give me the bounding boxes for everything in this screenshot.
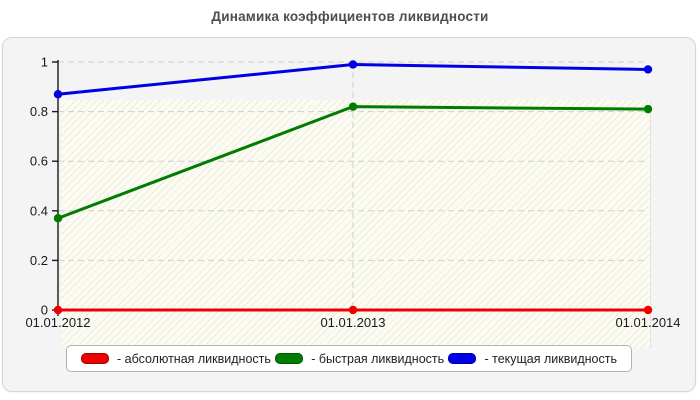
data-point-текущая ликвидность-01.01.2014 bbox=[643, 65, 653, 74]
data-point-быстрая ликвидность-01.01.2012 bbox=[53, 214, 63, 223]
chart-title: Динамика коэффициентов ликвидности bbox=[211, 9, 489, 24]
legend-item-label: - абсолютная ликвидность bbox=[117, 351, 271, 366]
y-tick-label-0.2: 0.2 bbox=[30, 253, 48, 268]
data-point-абсолютная ликвидность-01.01.2014 bbox=[643, 305, 653, 315]
legend-item-label: - быстрая ликвидность bbox=[311, 351, 445, 366]
x-tick-label-01.01.2013: 01.01.2013 bbox=[320, 315, 385, 330]
y-tick-label-0.6: 0.6 bbox=[30, 154, 48, 169]
data-point-абсолютная ликвидность-01.01.2012 bbox=[53, 305, 63, 315]
legend: - абсолютная ликвидность - быстрая ликви… bbox=[66, 345, 632, 372]
x-tick-label-01.01.2012: 01.01.2012 bbox=[25, 315, 90, 330]
y-tick-label-0.4: 0.4 bbox=[30, 203, 48, 218]
legend-item-quick-liquidity: - быстрая ликвидность bbox=[275, 352, 444, 366]
x-tick-label-01.01.2014: 01.01.2014 bbox=[615, 315, 680, 330]
legend-swatch-blue bbox=[448, 353, 477, 364]
series-line-текущая ликвидность bbox=[56, 62, 650, 96]
plot-area bbox=[61, 100, 651, 348]
legend-swatch-red bbox=[81, 353, 109, 364]
data-point-быстрая ликвидность-01.01.2013 bbox=[348, 102, 358, 111]
data-point-текущая ликвидность-01.01.2012 bbox=[53, 90, 63, 99]
data-point-текущая ликвидность-01.01.2013 bbox=[348, 60, 358, 69]
y-tick-label-0: 0 bbox=[41, 303, 48, 318]
y-tick-label-1: 1 bbox=[41, 55, 48, 70]
data-point-абсолютная ликвидность-01.01.2013 bbox=[348, 305, 358, 315]
legend-item-current-liquidity: - текущая ликвидность bbox=[448, 352, 617, 366]
chart-panel bbox=[2, 37, 696, 392]
y-tick-label-0.8: 0.8 bbox=[30, 104, 48, 119]
legend-swatch-green bbox=[275, 353, 304, 364]
data-point-быстрая ликвидность-01.01.2014 bbox=[643, 104, 653, 114]
legend-item-label: - текущая ликвидность bbox=[484, 351, 617, 366]
legend-item-absolute-liquidity: - абсолютная ликвидность bbox=[81, 352, 271, 366]
